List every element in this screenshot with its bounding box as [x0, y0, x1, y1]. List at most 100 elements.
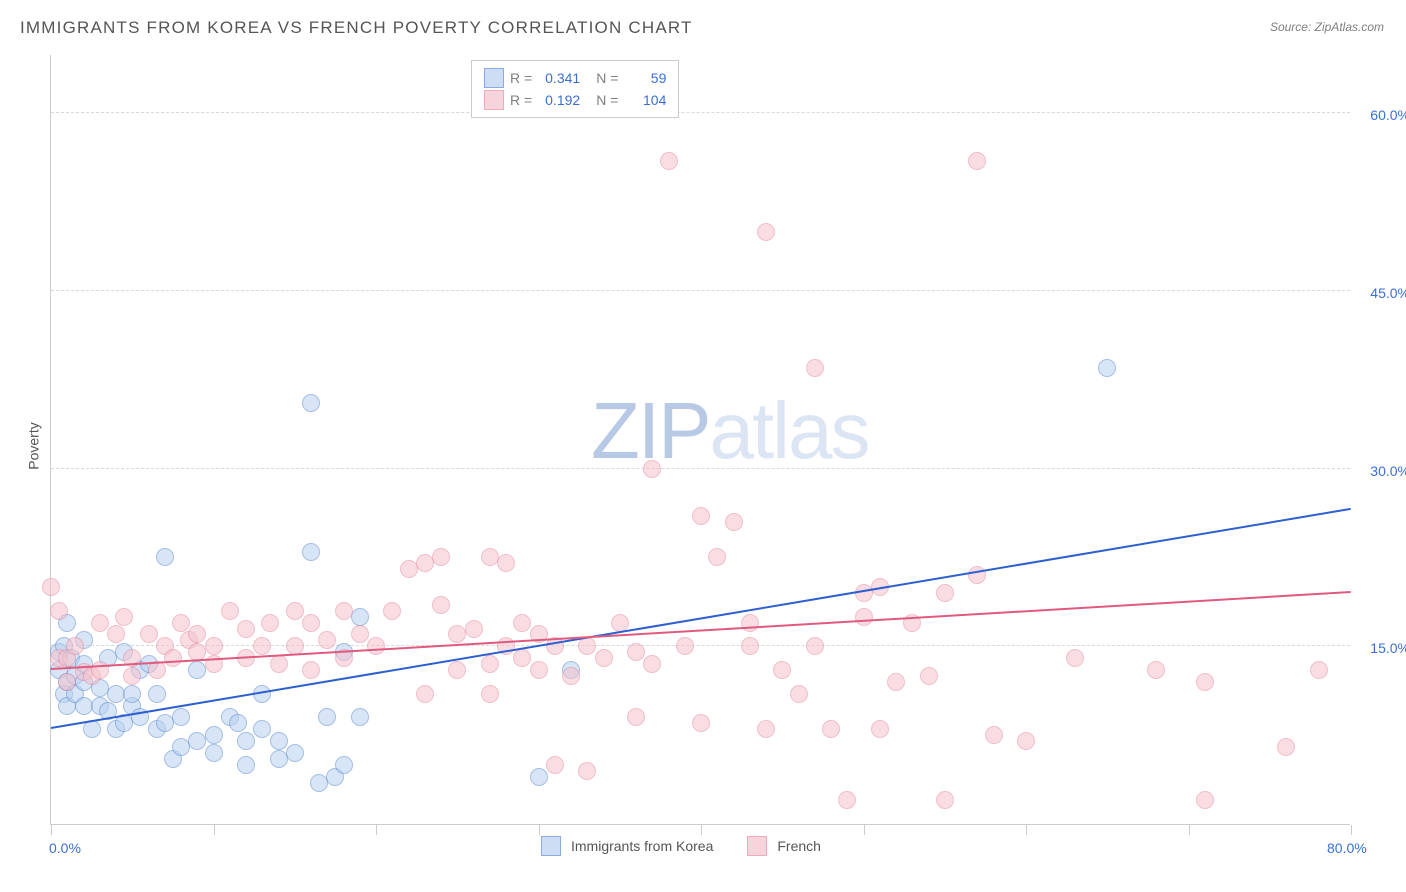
scatter-point — [205, 637, 223, 655]
scatter-point — [164, 649, 182, 667]
scatter-point — [205, 744, 223, 762]
scatter-point — [627, 708, 645, 726]
legend-r-value: 0.192 — [538, 92, 580, 108]
scatter-point — [838, 791, 856, 809]
chart-title: IMMIGRANTS FROM KOREA VS FRENCH POVERTY … — [20, 18, 693, 38]
scatter-point — [578, 762, 596, 780]
scatter-point — [595, 649, 613, 667]
scatter-point — [968, 152, 986, 170]
y-tick-label: 30.0% — [1370, 463, 1406, 479]
legend-n-label: N = — [596, 92, 618, 108]
scatter-point — [465, 620, 483, 638]
scatter-point — [643, 655, 661, 673]
gridline — [51, 290, 1350, 291]
y-tick-label: 45.0% — [1370, 285, 1406, 301]
scatter-point — [1098, 359, 1116, 377]
scatter-point — [546, 756, 564, 774]
scatter-point — [497, 554, 515, 572]
scatter-point — [936, 791, 954, 809]
scatter-point — [351, 625, 369, 643]
scatter-point — [383, 602, 401, 620]
gridline — [51, 645, 1350, 646]
scatter-point — [302, 614, 320, 632]
scatter-point — [237, 756, 255, 774]
scatter-point — [42, 578, 60, 596]
x-tick — [864, 825, 865, 835]
scatter-point — [229, 714, 247, 732]
scatter-point — [985, 726, 1003, 744]
scatter-point — [302, 543, 320, 561]
scatter-point — [448, 661, 466, 679]
scatter-point — [513, 649, 531, 667]
scatter-point — [530, 768, 548, 786]
scatter-point — [318, 708, 336, 726]
scatter-point — [741, 637, 759, 655]
watermark: ZIPatlas — [591, 385, 868, 477]
x-tick-label: 0.0% — [49, 840, 81, 856]
scatter-point — [416, 685, 434, 703]
scatter-point — [692, 714, 710, 732]
scatter-point — [107, 625, 125, 643]
scatter-point — [66, 637, 84, 655]
scatter-point — [286, 602, 304, 620]
source-label: Source: ZipAtlas.com — [1270, 20, 1384, 34]
scatter-point — [148, 685, 166, 703]
gridline — [51, 468, 1350, 469]
scatter-point — [432, 596, 450, 614]
legend-swatch — [484, 68, 504, 88]
stats-legend-row: R =0.341N =59 — [484, 67, 666, 89]
scatter-point — [91, 614, 109, 632]
scatter-point — [1196, 673, 1214, 691]
scatter-point — [757, 223, 775, 241]
scatter-point — [725, 513, 743, 531]
scatter-point — [335, 602, 353, 620]
scatter-point — [432, 548, 450, 566]
x-tick-label: 80.0% — [1327, 840, 1367, 856]
scatter-point — [692, 507, 710, 525]
scatter-point — [261, 614, 279, 632]
scatter-point — [302, 394, 320, 412]
legend-series-label: Immigrants from Korea — [571, 838, 713, 854]
scatter-point — [1066, 649, 1084, 667]
scatter-point — [253, 637, 271, 655]
scatter-point — [140, 625, 158, 643]
scatter-point — [205, 726, 223, 744]
legend-r-label: R = — [510, 70, 532, 86]
scatter-point — [806, 637, 824, 655]
scatter-point — [50, 602, 68, 620]
gridline — [51, 112, 1350, 113]
scatter-point — [627, 643, 645, 661]
scatter-point — [237, 732, 255, 750]
scatter-point — [335, 756, 353, 774]
scatter-point — [286, 744, 304, 762]
scatter-point — [351, 708, 369, 726]
legend-series-label: French — [777, 838, 821, 854]
scatter-point — [790, 685, 808, 703]
scatter-point — [822, 720, 840, 738]
scatter-point — [1277, 738, 1295, 756]
scatter-point — [115, 608, 133, 626]
legend-swatch — [484, 90, 504, 110]
scatter-point — [1017, 732, 1035, 750]
y-tick-label: 60.0% — [1370, 107, 1406, 123]
y-tick-label: 15.0% — [1370, 640, 1406, 656]
x-tick — [539, 825, 540, 835]
x-tick — [701, 825, 702, 835]
scatter-plot: ZIPatlas 15.0%30.0%45.0%60.0%0.0%80.0%R … — [50, 55, 1350, 825]
scatter-point — [123, 685, 141, 703]
x-tick — [1026, 825, 1027, 835]
scatter-point — [920, 667, 938, 685]
scatter-point — [221, 602, 239, 620]
scatter-point — [481, 655, 499, 673]
scatter-point — [351, 608, 369, 626]
scatter-point — [481, 685, 499, 703]
scatter-point — [156, 548, 174, 566]
legend-r-label: R = — [510, 92, 532, 108]
scatter-point — [270, 655, 288, 673]
x-tick — [1189, 825, 1190, 835]
legend-r-value: 0.341 — [538, 70, 580, 86]
scatter-point — [643, 460, 661, 478]
scatter-point — [237, 620, 255, 638]
legend-swatch — [747, 836, 767, 856]
legend-n-label: N = — [596, 70, 618, 86]
